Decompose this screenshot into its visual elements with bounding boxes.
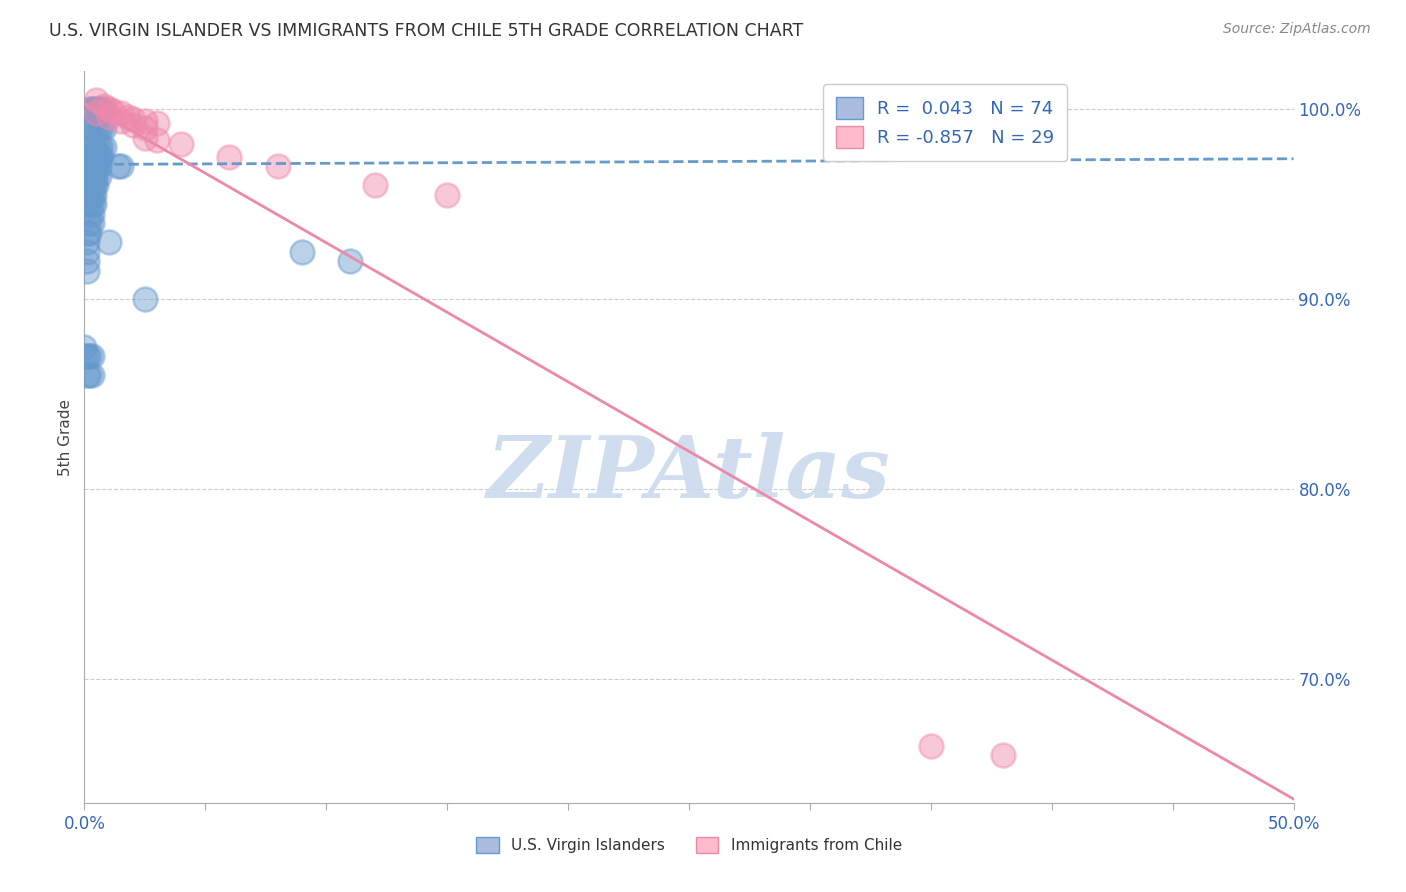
Point bbox=[920, 739, 942, 753]
Point bbox=[121, 112, 143, 126]
Point bbox=[77, 368, 100, 383]
Point bbox=[134, 131, 156, 145]
Point bbox=[80, 187, 103, 202]
Point bbox=[97, 110, 120, 124]
Point bbox=[76, 254, 98, 268]
Point bbox=[77, 207, 100, 221]
Legend: U.S. Virgin Islanders, Immigrants from Chile: U.S. Virgin Islanders, Immigrants from C… bbox=[468, 830, 910, 861]
Point bbox=[121, 118, 143, 132]
Point bbox=[77, 159, 100, 173]
Point bbox=[87, 140, 110, 154]
Point bbox=[77, 349, 100, 363]
Point bbox=[83, 169, 105, 183]
Point bbox=[363, 178, 385, 193]
Point bbox=[97, 103, 120, 117]
Point bbox=[90, 121, 112, 136]
Point bbox=[86, 121, 108, 136]
Point bbox=[77, 121, 100, 136]
Point bbox=[77, 169, 100, 183]
Point bbox=[86, 150, 108, 164]
Point bbox=[77, 150, 100, 164]
Point bbox=[83, 150, 105, 164]
Text: U.S. VIRGIN ISLANDER VS IMMIGRANTS FROM CHILE 5TH GRADE CORRELATION CHART: U.S. VIRGIN ISLANDER VS IMMIGRANTS FROM … bbox=[49, 22, 803, 40]
Point bbox=[93, 98, 115, 112]
Point bbox=[291, 244, 314, 259]
Point bbox=[80, 140, 103, 154]
Point bbox=[90, 140, 112, 154]
Point bbox=[117, 110, 139, 124]
Point bbox=[87, 150, 110, 164]
Point bbox=[86, 93, 108, 107]
Point bbox=[107, 159, 129, 173]
Point bbox=[86, 169, 108, 183]
Point bbox=[146, 116, 169, 130]
Point bbox=[134, 121, 156, 136]
Point bbox=[73, 340, 96, 354]
Point bbox=[77, 140, 100, 154]
Point bbox=[86, 103, 108, 117]
Point bbox=[80, 349, 103, 363]
Text: Source: ZipAtlas.com: Source: ZipAtlas.com bbox=[1223, 22, 1371, 37]
Point bbox=[110, 159, 132, 173]
Point bbox=[76, 235, 98, 250]
Point bbox=[80, 207, 103, 221]
Point bbox=[146, 133, 169, 147]
Point bbox=[134, 293, 156, 307]
Point bbox=[993, 748, 1015, 763]
Point bbox=[76, 349, 98, 363]
Point bbox=[86, 140, 108, 154]
Point bbox=[339, 254, 361, 268]
Point bbox=[170, 136, 193, 151]
Point bbox=[87, 121, 110, 136]
Point bbox=[90, 150, 112, 164]
Point bbox=[86, 106, 108, 120]
Point bbox=[77, 216, 100, 230]
Point bbox=[77, 187, 100, 202]
Point bbox=[93, 121, 115, 136]
Point bbox=[97, 235, 120, 250]
Point bbox=[80, 178, 103, 193]
Point bbox=[73, 349, 96, 363]
Point bbox=[80, 197, 103, 211]
Point bbox=[76, 368, 98, 383]
Point bbox=[87, 159, 110, 173]
Point bbox=[77, 197, 100, 211]
Point bbox=[86, 178, 108, 193]
Point bbox=[76, 226, 98, 240]
Point bbox=[76, 244, 98, 259]
Y-axis label: 5th Grade: 5th Grade bbox=[58, 399, 73, 475]
Point bbox=[90, 103, 112, 117]
Point bbox=[77, 178, 100, 193]
Point bbox=[103, 104, 125, 119]
Point bbox=[80, 216, 103, 230]
Point bbox=[436, 187, 458, 202]
Point bbox=[77, 226, 100, 240]
Point bbox=[83, 197, 105, 211]
Point bbox=[80, 150, 103, 164]
Point bbox=[87, 169, 110, 183]
Point bbox=[80, 103, 103, 117]
Point bbox=[83, 159, 105, 173]
Point bbox=[83, 187, 105, 202]
Point bbox=[86, 159, 108, 173]
Point bbox=[267, 159, 290, 173]
Point bbox=[93, 140, 115, 154]
Point bbox=[77, 103, 100, 117]
Point bbox=[218, 150, 240, 164]
Point bbox=[80, 159, 103, 173]
Point bbox=[110, 106, 132, 120]
Point bbox=[83, 103, 105, 117]
Point bbox=[110, 113, 132, 128]
Point bbox=[83, 121, 105, 136]
Point bbox=[83, 178, 105, 193]
Point bbox=[87, 103, 110, 117]
Point bbox=[134, 113, 156, 128]
Point bbox=[80, 368, 103, 383]
Point bbox=[83, 140, 105, 154]
Point bbox=[93, 103, 115, 117]
Point bbox=[80, 121, 103, 136]
Text: ZIPAtlas: ZIPAtlas bbox=[486, 432, 891, 516]
Point bbox=[76, 264, 98, 278]
Point bbox=[80, 169, 103, 183]
